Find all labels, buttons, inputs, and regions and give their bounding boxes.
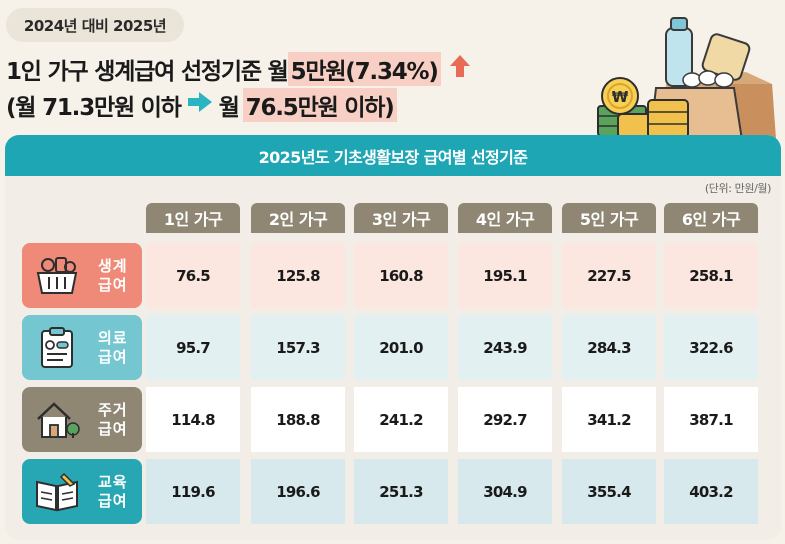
row-label-line2: 급여 <box>98 491 128 510</box>
headline-prefix: 1인 가구 생계급여 선정기준 월 <box>6 59 289 85</box>
column-header: 4인 가구 <box>458 203 552 233</box>
subline-to-highlight: 76.5만원 이하) <box>242 88 397 122</box>
table-cell: 292.7 <box>458 387 552 452</box>
table-cell: 157.3 <box>251 315 345 380</box>
table-cell: 227.5 <box>562 243 656 308</box>
row-label-medical-benefit: 의료 급여 <box>22 315 142 380</box>
up-arrow-icon <box>449 54 471 84</box>
column-header: 5인 가구 <box>562 203 656 233</box>
row-label-line2: 급여 <box>98 419 128 438</box>
table-cell: 119.6 <box>146 459 240 524</box>
column-header: 3인 가구 <box>354 203 448 233</box>
criteria-panel: 2025년도 기초생활보장 급여별 선정기준 (단위: 만원/월) 1인 가구 … <box>5 135 781 540</box>
row-label-line1: 교육 <box>98 472 128 491</box>
table-cell: 160.8 <box>354 243 448 308</box>
table-cell: 125.8 <box>251 243 345 308</box>
table-cell: 114.8 <box>146 387 240 452</box>
open-book-icon <box>30 465 84 519</box>
row-label-line1: 의료 <box>98 328 128 347</box>
subline: (월 71.3만원 이하 월 76.5만원 이하) <box>6 88 397 122</box>
headline: 1인 가구 생계급여 선정기준 월 5만원(7.34%) <box>6 52 471 86</box>
right-arrow-icon <box>187 91 213 119</box>
subline-to-prefix: 월 <box>218 95 240 121</box>
column-header: 1인 가구 <box>146 203 240 233</box>
medical-clipboard-icon <box>30 321 84 375</box>
table-cell: 241.2 <box>354 387 448 452</box>
grocery-bag-coins-illustration: ₩ <box>596 14 782 141</box>
row-label-line1: 주거 <box>98 400 128 419</box>
row-label-line2: 급여 <box>98 347 128 366</box>
row-label-line2: 급여 <box>98 275 128 294</box>
row-label-housing-benefit: 주거 급여 <box>22 387 142 452</box>
table-cell: 201.0 <box>354 315 448 380</box>
headline-highlight: 5만원(7.34%) <box>287 52 441 86</box>
shopping-basket-icon <box>30 249 84 303</box>
unit-label: (단위: 만원/월) <box>704 182 771 195</box>
panel-title: 2025년도 기초생활보장 급여별 선정기준 <box>5 135 781 176</box>
row-label-line1: 생계 <box>98 256 128 275</box>
table-cell: 188.8 <box>251 387 345 452</box>
table-cell: 95.7 <box>146 315 240 380</box>
table-cell: 304.9 <box>458 459 552 524</box>
table-cell: 341.2 <box>562 387 656 452</box>
row-label-education-benefit: 교육 급여 <box>22 459 142 524</box>
comparison-tag: 2024년 대비 2025년 <box>6 8 184 42</box>
table-cell: 284.3 <box>562 315 656 380</box>
table-cell: 251.3 <box>354 459 448 524</box>
column-header: 6인 가구 <box>664 203 758 233</box>
table-cell: 387.1 <box>664 387 758 452</box>
table-cell: 322.6 <box>664 315 758 380</box>
row-label-living-benefit: 생계 급여 <box>22 243 142 308</box>
house-icon <box>30 393 84 447</box>
table-cell: 196.6 <box>251 459 345 524</box>
table-cell: 76.5 <box>146 243 240 308</box>
table-cell: 403.2 <box>664 459 758 524</box>
column-header: 2인 가구 <box>251 203 345 233</box>
svg-text:₩: ₩ <box>612 88 629 106</box>
table-cell: 258.1 <box>664 243 758 308</box>
table-cell: 195.1 <box>458 243 552 308</box>
table-cell: 243.9 <box>458 315 552 380</box>
subline-from: (월 71.3만원 이하 <box>6 95 182 121</box>
table-cell: 355.4 <box>562 459 656 524</box>
